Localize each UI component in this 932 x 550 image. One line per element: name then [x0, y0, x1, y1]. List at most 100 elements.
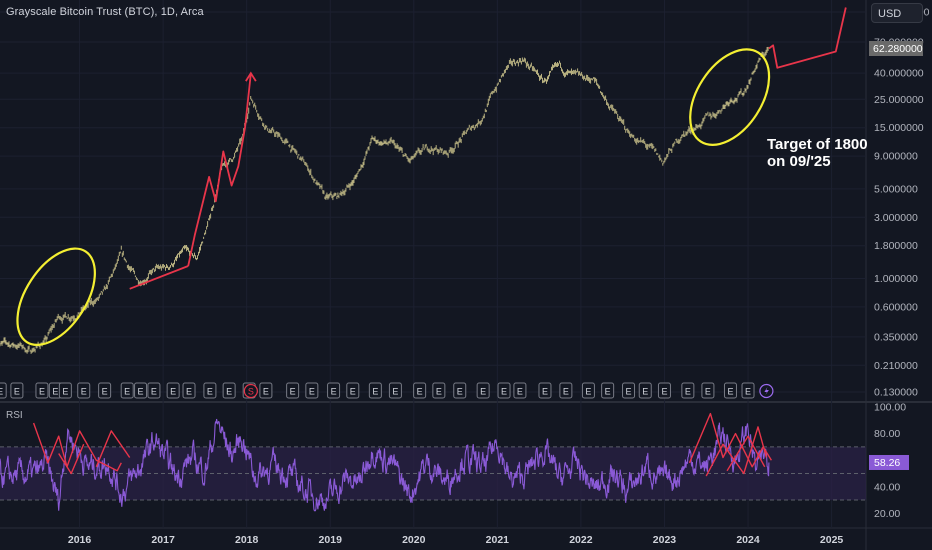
earnings-marker-box	[0, 382, 7, 399]
time-tick-label: 2024	[736, 534, 760, 546]
earnings-marker-box	[305, 382, 319, 399]
earnings-marker-box	[259, 382, 273, 399]
earnings-marker-label: E	[263, 387, 269, 397]
highlight-ellipse-2016	[16, 247, 96, 346]
earnings-marker[interactable]: E	[182, 382, 196, 399]
earnings-marker-box	[513, 382, 527, 399]
earnings-marker[interactable]: E	[0, 382, 7, 399]
earnings-marker-label: E	[151, 387, 157, 397]
earnings-marker[interactable]: E	[77, 382, 91, 399]
earnings-marker-box	[476, 382, 490, 399]
earnings-marker[interactable]: E	[476, 382, 490, 399]
earnings-marker[interactable]: E	[638, 382, 652, 399]
earnings-marker[interactable]: E	[286, 382, 300, 399]
earnings-marker[interactable]: E	[622, 382, 636, 399]
earnings-marker-box	[182, 382, 196, 399]
earnings-marker-label: E	[372, 387, 378, 397]
earnings-marker-label: E	[124, 387, 130, 397]
earnings-marker[interactable]: E	[559, 382, 573, 399]
earnings-marker-box	[638, 382, 652, 399]
price-tick-label: 0.600000	[874, 301, 918, 313]
trend-line	[129, 265, 189, 290]
earnings-marker-box	[701, 382, 715, 399]
earnings-marker-label: E	[138, 387, 144, 397]
time-tick-label: 2025	[820, 534, 844, 546]
rsi-trend-line	[95, 430, 131, 468]
earnings-marker[interactable]: E	[368, 382, 382, 399]
earnings-marker[interactable]: E	[681, 382, 695, 399]
earnings-marker[interactable]: E	[327, 382, 341, 399]
earnings-marker[interactable]: E	[10, 382, 24, 399]
time-tick-label: 2020	[402, 534, 426, 546]
rsi-tick-label: 100.00	[874, 402, 906, 414]
event-marker[interactable]	[759, 383, 774, 399]
earnings-marker-label: E	[0, 387, 3, 397]
trend-line	[768, 7, 847, 69]
rsi-trend-line	[705, 426, 768, 477]
earnings-marker-box	[581, 382, 595, 399]
earnings-marker-label: E	[309, 387, 315, 397]
earnings-marker[interactable]: E	[453, 382, 467, 399]
split-marker[interactable]: S	[243, 383, 258, 399]
earnings-marker[interactable]: E	[166, 382, 180, 399]
earnings-marker[interactable]: E	[413, 382, 427, 399]
earnings-marker-label: E	[542, 387, 548, 397]
price-candles	[0, 46, 769, 354]
earnings-marker-label: E	[14, 387, 20, 397]
earnings-marker[interactable]: E	[35, 382, 49, 399]
earnings-marker[interactable]: E	[497, 382, 511, 399]
earnings-marker-label: E	[102, 387, 108, 397]
earnings-marker[interactable]: E	[259, 382, 273, 399]
earnings-marker[interactable]: E	[723, 382, 737, 399]
earnings-marker[interactable]: E	[432, 382, 446, 399]
earnings-marker-box	[368, 382, 382, 399]
annotation-line-1: Target of 1800	[767, 136, 868, 153]
earnings-marker[interactable]: E	[657, 382, 671, 399]
rsi-last-box	[869, 454, 909, 470]
earnings-marker[interactable]: E	[134, 382, 148, 399]
earnings-marker-label: E	[290, 387, 296, 397]
earnings-marker[interactable]: E	[701, 382, 715, 399]
currency-select[interactable]: USD	[871, 3, 923, 23]
earnings-marker-box	[346, 382, 360, 399]
earnings-marker[interactable]: E	[120, 382, 134, 399]
earnings-marker-label: E	[585, 387, 591, 397]
price-tick-label: 1.800000	[874, 240, 918, 252]
earnings-marker-box	[657, 382, 671, 399]
earnings-marker[interactable]: E	[147, 382, 161, 399]
price-tick-label: 3.000000	[874, 212, 918, 224]
time-tick-label: 2016	[68, 534, 92, 546]
earnings-marker[interactable]: E	[388, 382, 402, 399]
earnings-marker[interactable]: E	[538, 382, 552, 399]
earnings-marker-box	[166, 382, 180, 399]
earnings-marker[interactable]: E	[98, 382, 112, 399]
earnings-markers: EEEEEEEEEEEEEEEEEEEEEEEEEEEEEEEEEEEEEEES	[0, 382, 774, 399]
earnings-marker[interactable]: E	[58, 382, 72, 399]
earnings-marker-box	[134, 382, 148, 399]
split-marker-label: S	[248, 387, 254, 397]
earnings-marker[interactable]: E	[203, 382, 217, 399]
earnings-marker[interactable]: E	[222, 382, 236, 399]
last-price-box	[869, 41, 923, 57]
earnings-marker-label: E	[350, 387, 356, 397]
earnings-marker-box	[120, 382, 134, 399]
price-tick-label: 40.000000	[874, 68, 924, 80]
last-price-label: 62.280000	[873, 43, 923, 55]
earnings-marker[interactable]: E	[741, 382, 755, 399]
earnings-marker-box	[58, 382, 72, 399]
rsi-trend-line	[726, 435, 766, 472]
earnings-marker-label: E	[705, 387, 711, 397]
earnings-marker[interactable]: E	[601, 382, 615, 399]
annotation-line-2: on 09/'25	[767, 153, 831, 170]
earnings-marker[interactable]: E	[346, 382, 360, 399]
earnings-marker[interactable]: E	[581, 382, 595, 399]
earnings-marker[interactable]: E	[305, 382, 319, 399]
earnings-marker-label: E	[392, 387, 398, 397]
time-tick-label: 2017	[151, 534, 175, 546]
lightning-icon	[764, 387, 769, 395]
target-annotation: Target of 1800 on 09/'25	[767, 136, 868, 170]
earnings-marker-label: E	[81, 387, 87, 397]
highlight-circles	[16, 48, 771, 346]
earnings-marker[interactable]: E	[513, 382, 527, 399]
